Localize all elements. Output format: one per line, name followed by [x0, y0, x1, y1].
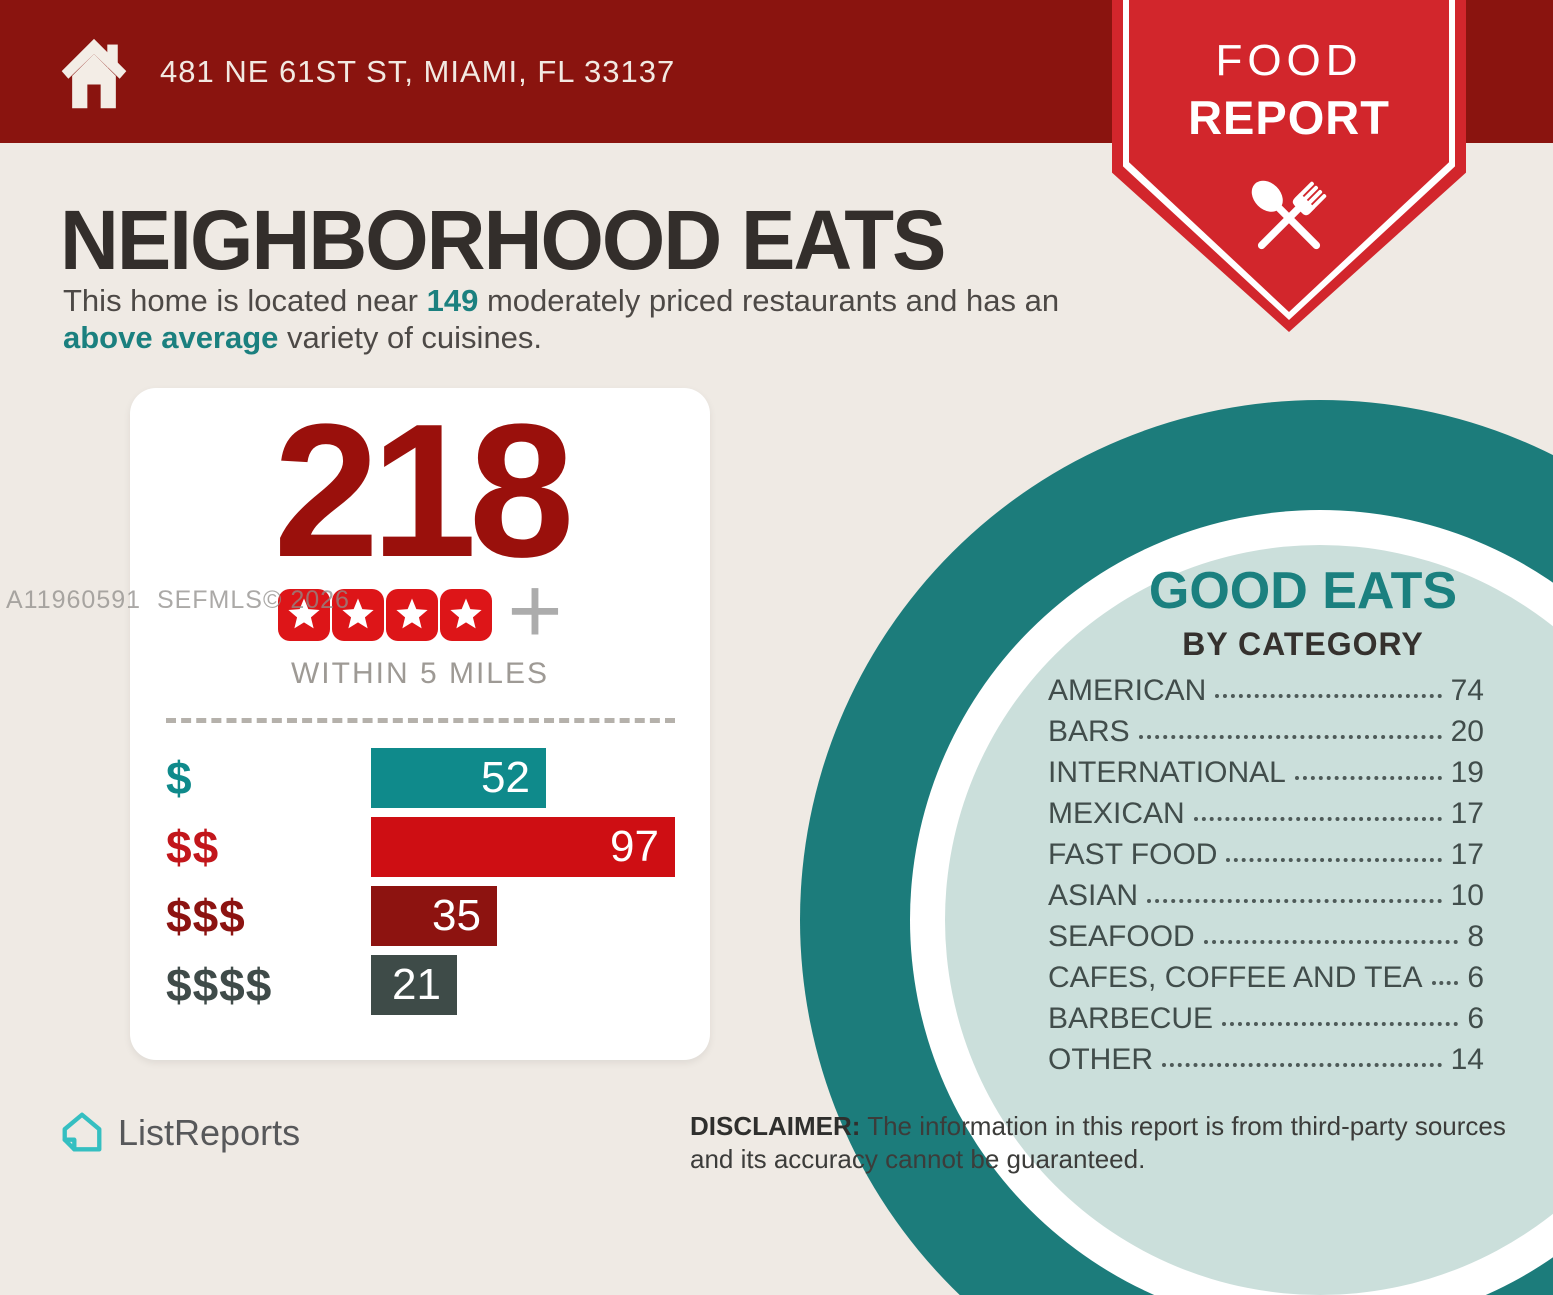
dotted-leader [1147, 899, 1442, 903]
price-bar: 97 [371, 817, 675, 877]
category-label: INTERNATIONAL [1048, 756, 1286, 789]
dotted-leader [1138, 735, 1442, 739]
category-row: SEAFOOD 8 [1048, 920, 1484, 953]
category-value: 20 [1450, 715, 1484, 748]
category-label: SEAFOOD [1048, 920, 1195, 953]
mls-watermark: A11960591 SEFMLS© 2026 [6, 586, 350, 614]
property-address: 481 NE 61ST ST, MIAMI, FL 33137 [160, 53, 676, 89]
category-row: ASIAN 10 [1048, 879, 1484, 912]
price-row: $$ 97 [166, 817, 710, 877]
category-value: 74 [1450, 674, 1484, 707]
dotted-leader [1193, 817, 1442, 821]
category-row: OTHER 14 [1048, 1043, 1484, 1076]
dashed-divider [166, 718, 675, 723]
price-tier-label: $$$$ [166, 959, 273, 1011]
category-row: BARS 20 [1048, 715, 1484, 748]
dotted-leader [1294, 776, 1442, 780]
good-eats-circle [945, 545, 1553, 1295]
listreports-wordmark: ListReports [118, 1112, 301, 1153]
summary-part2: moderately priced restaurants and has an [486, 283, 1060, 318]
price-bar: 52 [371, 748, 546, 808]
summary-part3: variety of cuisines. [287, 320, 543, 355]
category-label: BARBECUE [1048, 1002, 1214, 1035]
category-value: 6 [1467, 1002, 1484, 1035]
price-bar-value: 35 [432, 891, 481, 940]
total-restaurants: 218 [273, 385, 574, 597]
home-icon [61, 38, 127, 108]
good-eats-subtitle: BY CATEGORY [1182, 626, 1424, 662]
price-bar-value: 97 [610, 822, 659, 871]
star-icon [278, 589, 331, 641]
star-icon [386, 589, 439, 641]
category-label: OTHER [1048, 1043, 1153, 1076]
summary-part1: This home is located near [63, 283, 418, 318]
category-label: BARS [1048, 715, 1130, 748]
price-row: $$$ 35 [166, 886, 710, 946]
disclaimer-text: DISCLAIMER: The information in this repo… [690, 1111, 1506, 1174]
dotted-leader [1203, 940, 1459, 944]
category-value: 8 [1467, 920, 1484, 953]
restaurant-count: 149 [426, 283, 479, 318]
dotted-leader [1222, 1022, 1459, 1026]
star-icon [440, 589, 493, 641]
food-report-ribbon: FOOD REPORT [1112, 0, 1466, 332]
crossed-utensils-icon [1251, 180, 1327, 250]
listreports-house-icon [62, 1112, 102, 1152]
price-bar-value: 21 [392, 960, 441, 1009]
price-bar: 35 [371, 886, 497, 946]
listreports-logo: ListReports [58, 1108, 300, 1158]
ribbon-title-line1: FOOD [1215, 36, 1363, 85]
category-label: MEXICAN [1048, 797, 1185, 830]
price-bar: 21 [371, 955, 457, 1015]
price-tier-label: $$ [166, 821, 220, 873]
restaurant-stats-card: 218 + WITHIN 5 MILES $ 52 $$ 97 $$$ 35 $… [130, 388, 710, 1060]
category-row: AMERICAN 74 [1048, 674, 1484, 707]
category-row: FAST FOOD 17 [1048, 838, 1484, 871]
category-row: BARBECUE 6 [1048, 1002, 1484, 1035]
category-label: FAST FOOD [1048, 838, 1218, 871]
price-row: $$$$ 21 [166, 955, 710, 1015]
page-title: NEIGHBORHOOD EATS [60, 193, 946, 287]
star-rating: + [130, 558, 710, 664]
summary-text: This home is located near 149 moderately… [63, 282, 1088, 356]
within-miles-label: WITHIN 5 MILES [290, 657, 550, 690]
ribbon-title-line2: REPORT [1188, 91, 1390, 144]
category-value: 14 [1450, 1043, 1484, 1076]
category-label: ASIAN [1048, 879, 1139, 912]
dotted-leader [1215, 694, 1442, 698]
category-value: 6 [1467, 961, 1484, 994]
plus-icon: + [507, 558, 563, 664]
price-tier-label: $ [166, 752, 193, 804]
price-tier-label: $$$ [166, 890, 246, 942]
category-value: 19 [1450, 756, 1484, 789]
price-tier-chart: $ 52 $$ 97 $$$ 35 $$$$ 21 [130, 748, 710, 1015]
category-label: CAFES, COFFEE AND TEA [1048, 961, 1423, 994]
category-row: CAFES, COFFEE AND TEA 6 [1048, 961, 1484, 994]
star-icon [332, 589, 385, 641]
category-value: 17 [1450, 797, 1484, 830]
price-bar-value: 52 [481, 753, 530, 802]
disclaimer-label: DISCLAIMER: [690, 1111, 861, 1141]
category-label: AMERICAN [1048, 674, 1207, 707]
category-value: 10 [1450, 879, 1484, 912]
category-row: INTERNATIONAL 19 [1048, 756, 1484, 789]
category-value: 17 [1450, 838, 1484, 871]
good-eats-title: GOOD EATS [1148, 562, 1458, 620]
dotted-leader [1162, 1063, 1442, 1067]
category-row: MEXICAN 17 [1048, 797, 1484, 830]
variety-highlight: above average [63, 320, 279, 355]
dotted-leader [1226, 858, 1442, 862]
category-list: AMERICAN 74 BARS 20 INTERNATIONAL 19 MEXICA… [1048, 676, 1484, 1086]
price-row: $ 52 [166, 748, 710, 808]
dotted-leader [1431, 981, 1459, 985]
